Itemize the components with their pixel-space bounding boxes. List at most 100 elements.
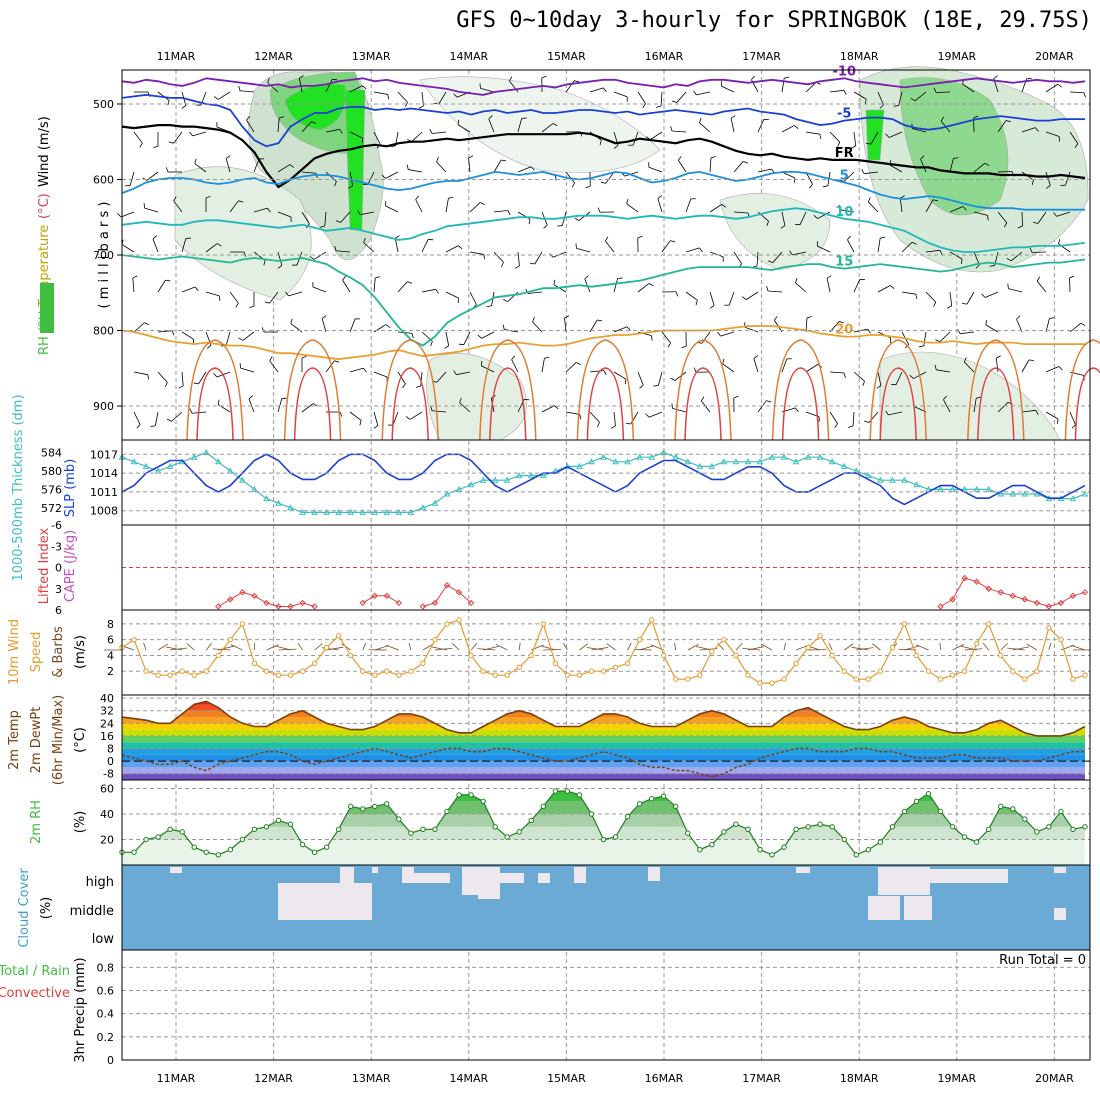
wind-barb	[457, 124, 471, 133]
thickness-marker	[696, 462, 704, 469]
wind-barb	[672, 130, 687, 133]
wind-barb	[1069, 131, 1079, 144]
wind-barb	[565, 362, 577, 373]
slp-ylabel-text: SLP (mb)	[63, 459, 78, 518]
wind-barb	[1045, 318, 1050, 333]
wind-barb	[672, 407, 687, 413]
thickness-marker	[1081, 490, 1089, 497]
wind-barb	[181, 286, 196, 293]
x-tick-bottom: 18MAR	[840, 1072, 879, 1085]
wind-10m-barb	[916, 644, 929, 651]
rh-shading	[719, 193, 831, 271]
wind-barb-flag	[1035, 410, 1039, 415]
wind-barb	[342, 279, 351, 293]
thickness-tick-label: 580	[41, 465, 62, 478]
wind-barb	[493, 210, 508, 213]
wind-barb	[576, 247, 591, 253]
wind-barb-flag	[405, 102, 408, 107]
wind-barb-flag	[334, 245, 337, 251]
wind-barb	[445, 245, 459, 253]
wind-speed-marker	[889, 644, 896, 651]
wind-barb	[829, 89, 844, 93]
wind-barb-flag	[1017, 225, 1023, 229]
wind-barb-flag	[238, 200, 244, 203]
wind-barb-flag	[430, 405, 433, 411]
rh-marker	[167, 826, 173, 833]
wind-barb-flag	[335, 220, 341, 223]
rh-marker	[335, 826, 342, 833]
rh-marker	[263, 824, 270, 830]
temp-band	[122, 701, 1085, 705]
wind-barb	[650, 131, 663, 140]
wind-barb-flag	[363, 367, 367, 373]
thickness-tick-label: 572	[41, 502, 62, 515]
y-tick-label: 500	[93, 98, 114, 111]
wind-barb-flag	[918, 345, 924, 348]
wind-barb	[781, 125, 795, 133]
temp-yunit-text: (°C)	[73, 727, 88, 753]
thickness-marker	[527, 472, 535, 479]
wind-barb	[730, 118, 735, 133]
wind-barb-flag	[963, 357, 967, 363]
wind-barb	[721, 85, 735, 93]
wind-speed-marker	[745, 672, 751, 678]
rh-marker	[937, 808, 944, 815]
wind-10m-barb	[761, 643, 773, 651]
wind-barb-flag	[597, 319, 603, 322]
thickness-marker	[756, 458, 764, 465]
wind-barb-flag	[996, 355, 1001, 359]
wind-barb	[709, 204, 722, 213]
wind-10m-barb	[275, 645, 291, 651]
rh-marker	[865, 847, 872, 853]
wind-speed-marker	[697, 672, 703, 678]
upper-ylabel-part: Wind (m/s)	[37, 116, 52, 187]
x-axis-bottom: 11MAR 12MAR 13MAR 14MAR 15MAR 16MAR 17MAR 18MAR…	[157, 1072, 1074, 1085]
wind-barb	[867, 201, 879, 213]
rh-marker	[504, 834, 510, 840]
rh-band	[122, 801, 1085, 815]
wind-barb	[733, 161, 744, 173]
wind-barb-flag	[699, 247, 703, 253]
temp-band	[122, 723, 1085, 730]
wind-barb	[349, 318, 356, 333]
wind-barb-flag	[405, 416, 411, 420]
wind-speed-marker	[251, 660, 258, 667]
rh-marker	[564, 788, 571, 794]
cloud-high-block	[170, 867, 182, 873]
wind-barb-flag	[359, 420, 362, 426]
x-tick-top: 14MAR	[449, 50, 488, 63]
rh-marker	[372, 803, 378, 810]
wind-yunit-text: (m/s)	[73, 635, 88, 669]
wind-speed-marker	[588, 668, 595, 674]
precip-legend-total: Total / Rain	[0, 964, 70, 979]
wind-barb	[493, 251, 504, 263]
wind-barb	[853, 91, 867, 100]
wind-barb	[132, 278, 135, 293]
cloud-high-block	[402, 867, 414, 883]
lifted-index-marker	[985, 585, 992, 592]
wind-barb	[1069, 91, 1085, 94]
contour-hump	[576, 339, 635, 441]
thickness-marker	[949, 485, 956, 492]
wind-barb-flag	[579, 414, 582, 420]
wind-barb	[468, 158, 471, 173]
rh-marker	[396, 816, 402, 822]
wind-barb	[373, 411, 379, 426]
wind-barb-flag	[1058, 239, 1061, 245]
wind-speed-marker	[191, 672, 197, 678]
wind-speed-marker	[552, 660, 559, 667]
wind-speed-marker	[998, 652, 1004, 659]
lifted-index-marker	[287, 603, 294, 610]
lifted-index-marker	[961, 574, 968, 582]
lifted-index-marker	[419, 603, 427, 610]
thickness-marker	[600, 453, 607, 460]
wind-barb-flag	[194, 158, 197, 164]
wind-barb	[373, 371, 388, 378]
wind-barb-flag	[468, 155, 474, 159]
rh-marker	[239, 836, 246, 843]
wind-barb	[613, 278, 619, 293]
wind-barb	[657, 371, 663, 386]
wind-barb-flag	[238, 85, 241, 91]
wind-barb-flag	[625, 422, 631, 425]
